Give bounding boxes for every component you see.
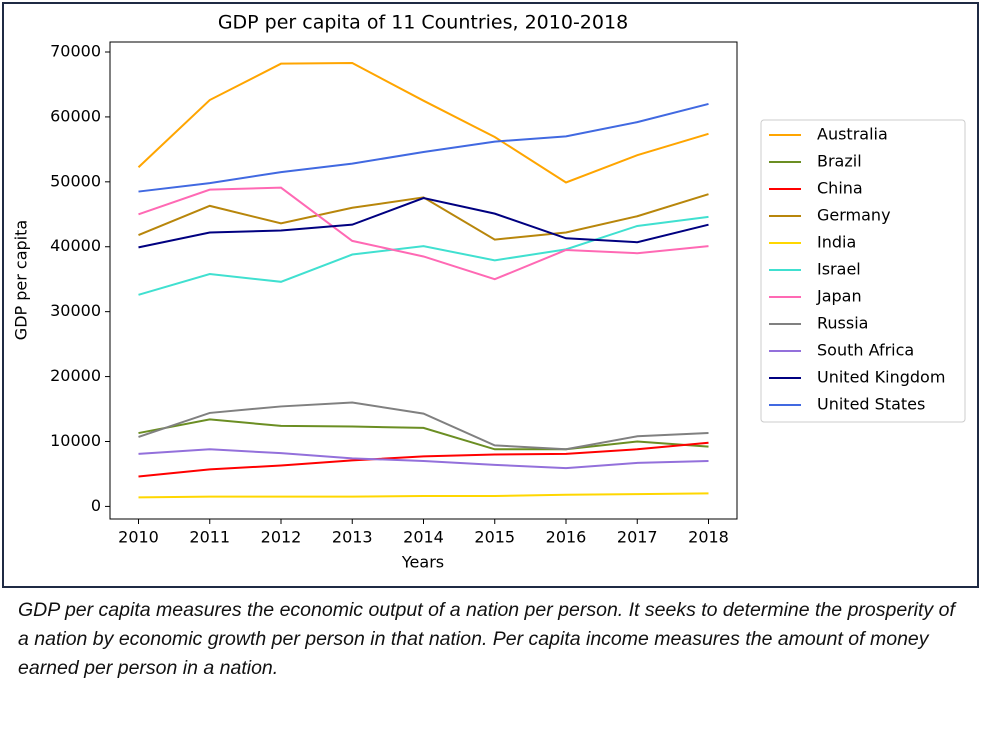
y-tick-label: 40000 [50,236,101,255]
legend-label: United Kingdom [817,368,945,387]
line [138,102,709,193]
line [138,448,709,470]
x-tick-label: 2013 [332,528,373,547]
x-tick-label: 2010 [118,528,159,547]
y-axis-label: GDP per capita [12,220,31,340]
y-tick-label: 20000 [50,366,101,385]
x-tick-label: 2018 [688,528,729,547]
line [138,418,709,451]
chart: GDP per capita of 11 Countries, 2010-201… [12,12,966,572]
y-tick-label: 10000 [50,431,101,450]
legend-box [760,119,966,423]
y-tick-label: 0 [91,496,101,515]
legend-label: Australia [817,125,888,144]
y-tick-label: 50000 [50,171,101,190]
line [138,197,709,249]
line [137,62,709,184]
line [138,441,709,478]
legend-label: Israel [817,260,861,279]
y-tick-label: 70000 [50,41,101,60]
line [138,401,709,451]
plot-frame [109,41,738,520]
legend-label: South Africa [817,341,914,360]
legend-label: United States [817,395,925,414]
line [138,186,709,281]
x-tick-label: 2015 [474,528,515,547]
legend-label: India [817,233,856,252]
caption: GDP per capita measures the economic out… [18,599,955,679]
legend-label: Germany [817,206,891,225]
line [138,215,709,296]
y-tick-label: 60000 [50,106,101,125]
legend-label: Brazil [817,152,862,171]
legend-label: Russia [817,314,868,333]
chart-frame [2,2,979,588]
x-tick-label: 2014 [403,528,444,547]
x-tick-label: 2017 [617,528,658,547]
chart-title: GDP per capita of 11 Countries, 2010-201… [218,12,628,34]
x-tick-label: 2012 [261,528,302,547]
y-tick-label: 30000 [50,301,101,320]
legend-label: China [817,179,863,198]
x-tick-label: 2011 [189,528,230,547]
line [138,492,709,499]
x-tick-label: 2016 [546,528,587,547]
legend-label: Japan [816,287,862,306]
x-axis-label: Years [401,553,444,572]
